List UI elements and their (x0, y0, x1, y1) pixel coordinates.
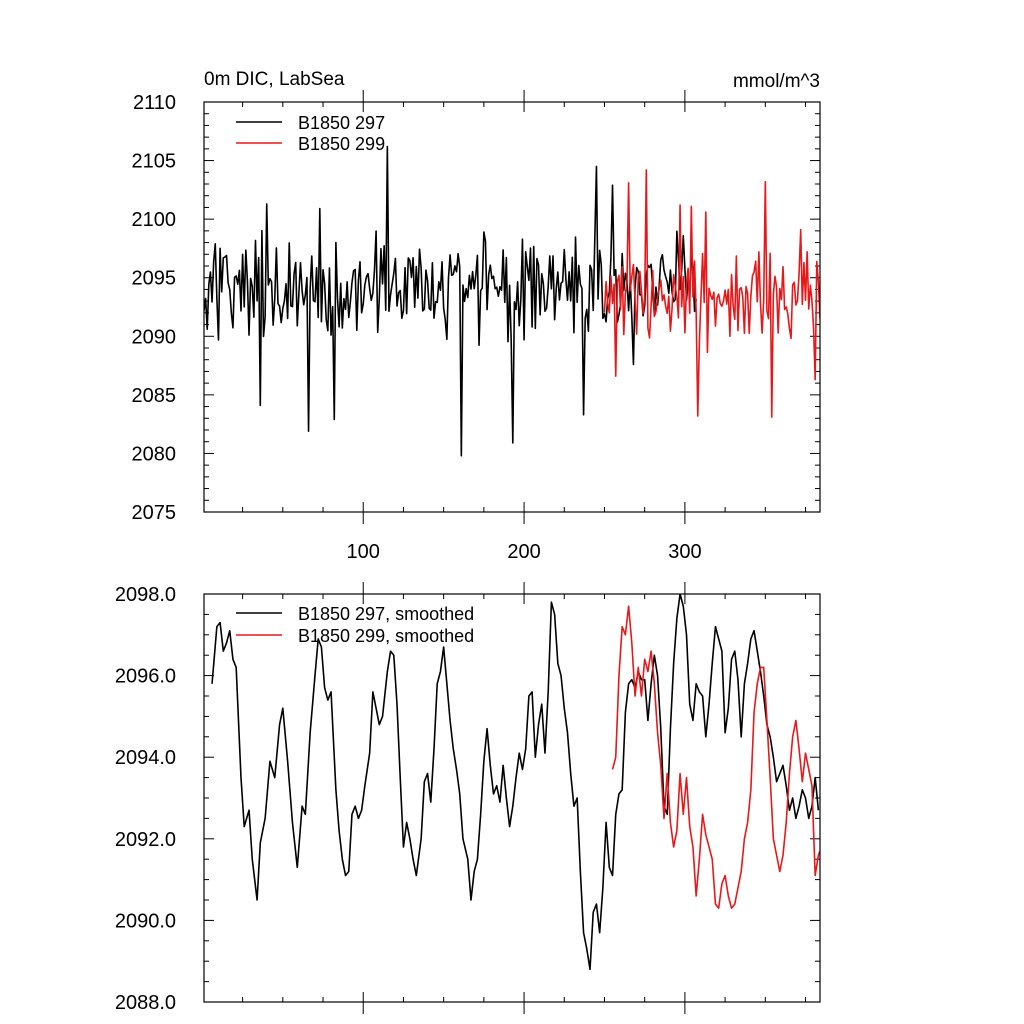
bottom-chart-panel: 2088.0 2090.0 2092.0 2094.0 2096.0 2098.0 B18… (115, 582, 821, 1014)
y-tick-label: 2075 (132, 502, 177, 524)
bottom-plot-frame (203, 593, 821, 1003)
series-line-b1850-299-smoothed (611, 605, 820, 909)
y-tick-label: 2100 (132, 209, 177, 231)
series-line-b1850-297-smoothed (211, 594, 820, 971)
top-axis-ticks: 2075 2080 2085 2090 2095 2100 2105 2110 100 200 30… (132, 90, 820, 563)
top-legend: B1850 297 B1850 299 (236, 113, 385, 154)
y-tick-label: 2094.0 (115, 747, 176, 769)
series-line-b1850-297 (204, 145, 697, 457)
y-tick-label: 2105 (132, 151, 177, 173)
bottom-axis-ticks: 2088.0 2090.0 2092.0 2094.0 2096.0 2098.0 (115, 582, 820, 1014)
legend-label-series-297-smoothed: B1850 297, smoothed (298, 604, 474, 624)
top-chart-panel: 0m DIC, LabSea mmol/m^3 2075 2080 2085 2090… (132, 69, 821, 563)
legend-label-series-299-smoothed: B1850 299, smoothed (298, 626, 474, 646)
chart-title: 0m DIC, LabSea (204, 69, 345, 90)
y-tick-label: 2098.0 (115, 584, 176, 606)
top-plot-frame (203, 101, 821, 513)
bottom-legend: B1850 297, smoothed B1850 299, smoothed (236, 604, 474, 646)
y-tick-label: 2080 (132, 443, 177, 465)
legend-label-series-299: B1850 299 (298, 134, 385, 154)
y-tick-label: 2090 (132, 326, 177, 348)
x-tick-label: 300 (668, 541, 701, 563)
units-label: mmol/m^3 (733, 71, 820, 92)
series-line-b1850-299 (603, 169, 820, 418)
y-tick-label: 2088.0 (115, 992, 176, 1014)
y-tick-label: 2085 (132, 385, 177, 407)
y-tick-label: 2090.0 (115, 910, 176, 932)
y-tick-label: 2110 (133, 92, 176, 114)
y-tick-label: 2092.0 (115, 829, 176, 851)
y-tick-label: 2096.0 (115, 666, 176, 688)
bottom-plot-area (211, 594, 820, 971)
x-tick-label: 200 (507, 541, 540, 563)
y-tick-label: 2095 (132, 268, 177, 290)
top-plot-area (204, 145, 820, 457)
legend-label-series-297: B1850 297 (298, 113, 385, 133)
x-tick-label: 100 (347, 541, 380, 563)
